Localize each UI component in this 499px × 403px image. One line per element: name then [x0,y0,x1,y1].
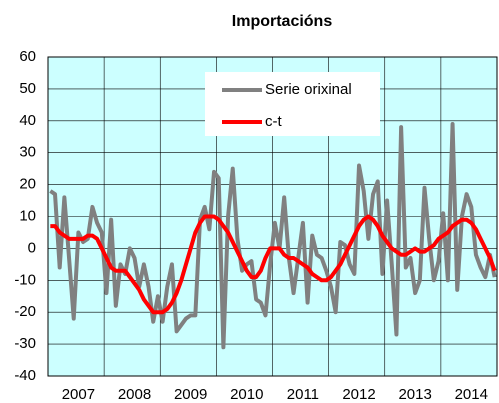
x-tick-label: 2014 [455,386,488,403]
y-tick-label: 20 [19,176,36,193]
y-tick-label: 50 [19,80,36,97]
y-tick-label: 40 [19,112,36,129]
y-tick-label: 60 [19,48,36,65]
y-tick-label: 10 [19,207,36,224]
legend-box [205,72,380,136]
legend-label: Serie orixinal [265,81,352,98]
x-tick-label: 2011 [287,386,319,403]
x-tick-label: 2009 [174,386,207,403]
x-tick-label: 2012 [342,386,375,403]
chart-title: Importacións [232,13,333,30]
x-tick-label: 2007 [62,386,95,403]
x-tick-label: 2008 [118,386,151,403]
y-tick-label: -40 [14,367,36,384]
y-tick-label: -30 [14,335,36,352]
x-tick-label: 2010 [230,386,263,403]
legend-label: c-t [265,113,282,130]
plot-border [47,56,498,377]
x-tick-label: 2013 [398,386,431,403]
series-line [50,214,497,315]
y-tick-label: -10 [14,271,36,288]
y-tick-label: 30 [19,144,36,161]
y-tick-label: -20 [14,303,36,320]
y-tick-label: 0 [28,239,36,256]
